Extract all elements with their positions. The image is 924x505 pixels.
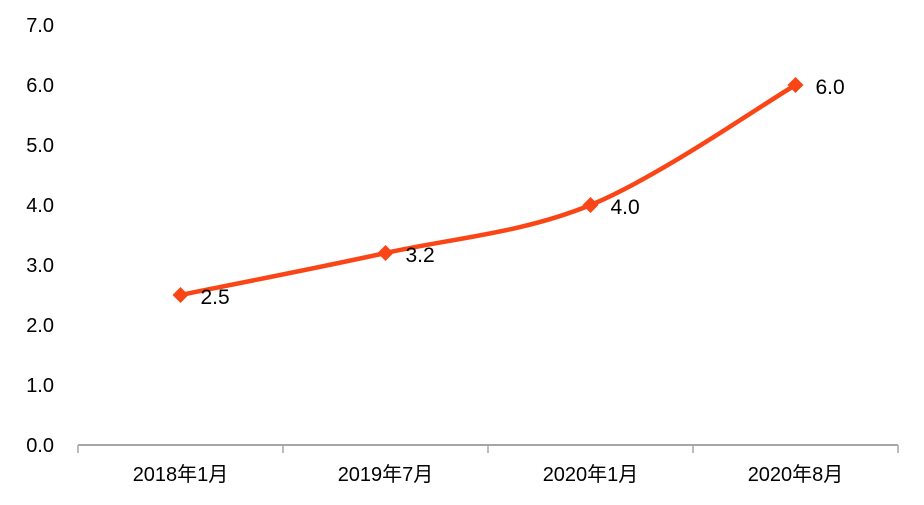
y-axis-tick-label: 1.0 (26, 375, 54, 397)
x-axis-category-label: 2020年8月 (748, 463, 844, 486)
series-line (178, 82, 798, 298)
data-point-label: 2.5 (201, 286, 230, 309)
data-point-marker (172, 287, 189, 303)
y-axis-tick-label: 3.0 (26, 255, 54, 277)
y-axis-tick-label: 4.0 (26, 195, 54, 217)
y-axis-tick-label: 0.0 (26, 435, 54, 457)
y-axis-tick-label: 6.0 (26, 75, 54, 97)
data-point-label: 3.2 (406, 244, 435, 267)
data-point-marker (377, 245, 394, 261)
y-axis-tick-label: 2.0 (26, 315, 54, 337)
y-axis-tick-label: 5.0 (26, 135, 54, 157)
data-point-label: 6.0 (816, 76, 845, 99)
data-point-marker (787, 77, 804, 93)
x-axis-category-label: 2020年1月 (543, 463, 639, 486)
y-axis-tick-label: 7.0 (26, 15, 54, 37)
data-point-label: 4.0 (611, 196, 640, 219)
x-axis-category-label: 2019年7月 (338, 463, 434, 486)
data-point-marker (582, 197, 599, 213)
x-axis-category-label: 2018年1月 (133, 463, 229, 486)
